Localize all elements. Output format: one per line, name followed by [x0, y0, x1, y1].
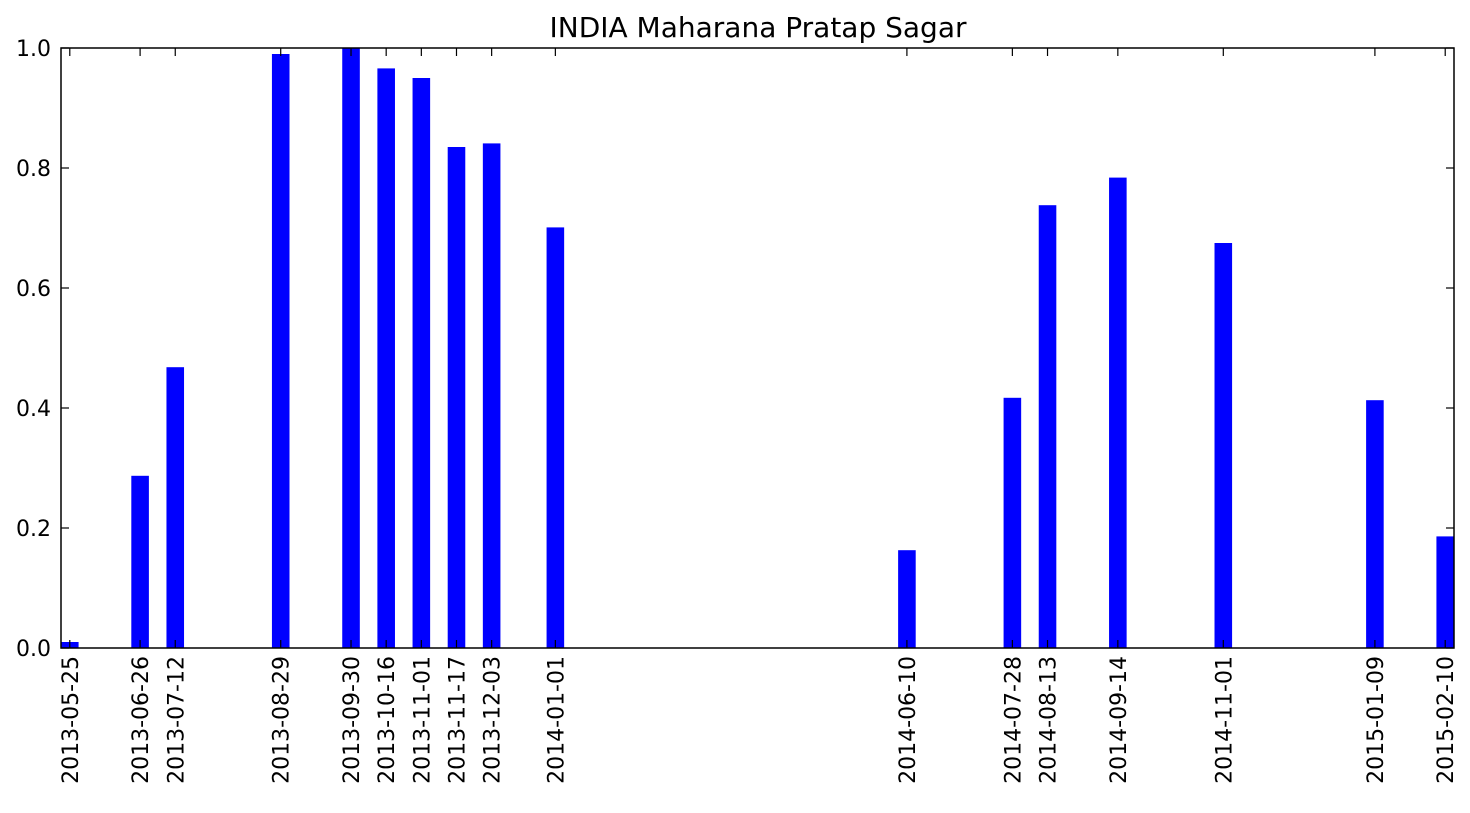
bar-2013-11-17: [447, 147, 466, 648]
x-tick-label: 2013-12-03: [481, 656, 506, 784]
bar-2015-02-10: [1436, 536, 1454, 648]
bar-2014-09-14: [1109, 177, 1127, 648]
y-tick-label: 1.0: [16, 37, 51, 62]
x-tick-label: 2014-09-14: [1107, 656, 1132, 784]
x-tick-label: 2013-07-12: [164, 656, 189, 784]
x-tick-label: 2013-08-29: [270, 656, 295, 784]
bar-2013-09-30: [342, 48, 360, 648]
bar-2013-11-01: [412, 78, 431, 648]
x-tick-label: 2015-01-09: [1364, 656, 1389, 784]
bar-2013-06-26: [131, 475, 149, 648]
x-tick-label: 2014-01-01: [544, 656, 569, 784]
tick-labels-layer: 0.0 0.2 0.4 0.6 0.8 1.0 2013-05-25 2013-06-26 20…: [16, 37, 1459, 784]
bar-2014-11-01: [1214, 243, 1233, 648]
y-tick-label: 0.8: [16, 157, 51, 182]
bar-2014-01-01: [546, 227, 565, 648]
bar-2014-06-10: [898, 550, 916, 648]
x-tick-label: 2013-11-01: [410, 656, 435, 784]
x-tick-label: 2015-02-10: [1434, 656, 1459, 784]
y-tick-label: 0.2: [16, 517, 51, 542]
x-tick-label: 2014-06-10: [896, 656, 921, 784]
x-tick-label: 2013-05-25: [59, 656, 84, 784]
x-tick-label: 2014-11-01: [1212, 656, 1237, 784]
axes-layer: [60, 47, 1455, 649]
chart-title: INDIA Maharana Pratap Sagar: [549, 11, 967, 44]
bar-2013-12-03: [482, 143, 501, 648]
bars-layer: [61, 48, 1454, 648]
y-tick-label: 0.6: [16, 277, 51, 302]
x-tick-label: 2013-11-17: [445, 656, 470, 784]
y-tick-label: 0.4: [16, 397, 51, 422]
x-tick-label: 2014-08-13: [1037, 656, 1062, 784]
x-tick-label: 2013-06-26: [129, 656, 154, 784]
bar-2014-07-28: [1003, 397, 1022, 648]
plot-frame: [60, 47, 1455, 649]
x-tick-label: 2013-10-16: [375, 656, 400, 784]
bar-2015-01-09: [1366, 400, 1384, 648]
x-tick-label: 2013-09-30: [340, 656, 365, 784]
bar-2013-07-12: [166, 367, 185, 648]
bar-2014-08-13: [1038, 205, 1057, 648]
y-tick-label: 0.0: [16, 637, 51, 662]
x-tick-label: 2014-07-28: [1001, 656, 1026, 784]
bar-2013-08-29: [271, 54, 290, 648]
bar-2013-10-16: [377, 68, 395, 648]
